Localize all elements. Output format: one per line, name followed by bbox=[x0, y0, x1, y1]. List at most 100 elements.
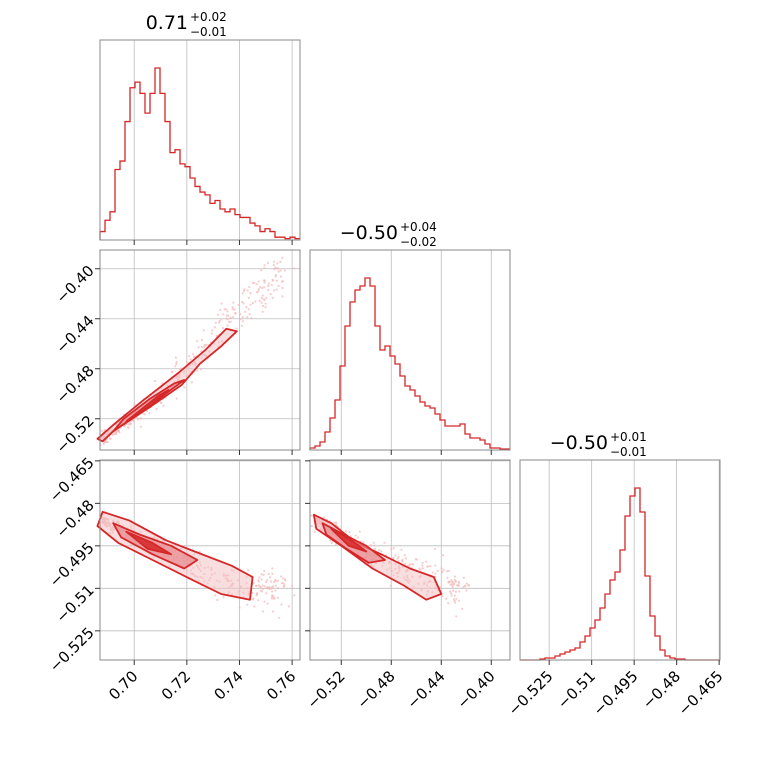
sample-point bbox=[233, 308, 236, 311]
sample-point bbox=[211, 329, 214, 332]
sample-point bbox=[465, 589, 468, 592]
sample-point bbox=[275, 288, 278, 291]
sample-point bbox=[248, 313, 251, 316]
sample-point bbox=[260, 301, 263, 304]
sample-point bbox=[354, 534, 357, 537]
sample-point bbox=[450, 594, 453, 597]
sample-point bbox=[401, 560, 404, 563]
sample-point bbox=[261, 610, 264, 613]
sample-point bbox=[100, 429, 104, 432]
sample-point bbox=[260, 269, 263, 272]
sample-point bbox=[403, 554, 406, 557]
sample-point bbox=[447, 569, 451, 573]
panel-2d-2-1: −0.52 −0.48 −0.44 −0.40 bbox=[303, 459, 511, 712]
sample-point bbox=[310, 525, 313, 528]
y-tick-label: −0.465 bbox=[46, 454, 98, 506]
sample-point bbox=[267, 284, 270, 288]
sample-point bbox=[267, 282, 270, 285]
sample-point bbox=[397, 555, 400, 558]
sample-point bbox=[231, 306, 234, 309]
sample-point bbox=[241, 292, 244, 295]
sample-point bbox=[266, 261, 270, 265]
sample-point bbox=[220, 302, 223, 305]
sample-point bbox=[136, 418, 140, 421]
sample-point bbox=[251, 302, 254, 305]
sample-point bbox=[441, 570, 444, 574]
density-contour bbox=[125, 530, 173, 556]
sample-point bbox=[427, 565, 430, 568]
y-tick-label: −0.495 bbox=[46, 539, 98, 591]
sample-point bbox=[227, 314, 230, 317]
sample-point bbox=[257, 580, 260, 583]
sample-point bbox=[159, 401, 162, 404]
sample-point bbox=[185, 361, 189, 364]
sample-point bbox=[263, 264, 266, 267]
sample-point bbox=[283, 269, 286, 272]
sample-point bbox=[257, 280, 260, 283]
sample-point bbox=[441, 554, 445, 557]
axes-frame bbox=[99, 39, 301, 241]
sample-point bbox=[155, 408, 158, 411]
sample-point bbox=[272, 596, 276, 600]
sample-point bbox=[273, 268, 276, 271]
sample-point bbox=[162, 404, 165, 407]
sample-point bbox=[452, 583, 455, 586]
sample-point bbox=[229, 316, 232, 319]
sample-point bbox=[264, 302, 267, 305]
sample-point bbox=[415, 558, 418, 561]
sample-point bbox=[261, 310, 264, 313]
sample-point bbox=[450, 580, 453, 583]
sample-point bbox=[174, 356, 177, 359]
sample-point bbox=[254, 300, 257, 303]
sample-point bbox=[126, 426, 130, 429]
sample-point bbox=[175, 362, 178, 366]
sample-point bbox=[252, 597, 255, 600]
sample-point bbox=[271, 296, 274, 299]
sample-point bbox=[247, 569, 250, 572]
sample-point bbox=[199, 368, 202, 371]
sample-point bbox=[454, 580, 457, 583]
sample-point bbox=[247, 296, 250, 300]
panel-2d-2-0: 0.70 0.72 0.74 0.76−0.465−0.48−0.495−0.51−0… bbox=[46, 454, 301, 704]
sample-point bbox=[258, 285, 262, 289]
panel-2d-1-0: −0.40 −0.44 −0.48 −0.52 bbox=[52, 249, 301, 457]
axes-frame bbox=[309, 459, 511, 661]
x-tick-label: −0.465 bbox=[675, 667, 727, 719]
sample-point bbox=[310, 514, 313, 517]
sample-point bbox=[455, 615, 458, 618]
sample-point bbox=[284, 579, 287, 582]
x-tick-label: −0.52 bbox=[303, 667, 348, 712]
sample-point bbox=[457, 584, 460, 587]
sample-point bbox=[190, 381, 193, 384]
sample-point bbox=[374, 547, 377, 550]
sample-point bbox=[372, 541, 375, 544]
sample-point bbox=[283, 585, 286, 588]
sample-point bbox=[203, 345, 206, 348]
sample-point bbox=[133, 403, 136, 406]
sample-point bbox=[221, 326, 225, 330]
sample-point bbox=[411, 563, 414, 566]
y-tick-label: −0.44 bbox=[52, 312, 97, 357]
sample-point bbox=[330, 541, 333, 545]
sample-point bbox=[214, 321, 217, 324]
sample-point bbox=[421, 564, 424, 567]
sample-point bbox=[287, 605, 290, 608]
sample-point bbox=[153, 379, 157, 383]
sample-point bbox=[292, 267, 296, 270]
sample-point bbox=[171, 370, 174, 374]
sample-point bbox=[210, 332, 213, 335]
sample-point bbox=[111, 433, 115, 437]
sample-point bbox=[202, 329, 205, 332]
sample-point bbox=[139, 417, 142, 420]
panel-title-minus: −0.01 bbox=[190, 25, 227, 39]
sample-point bbox=[434, 572, 437, 575]
y-tick-label: −0.48 bbox=[52, 362, 97, 407]
sample-point bbox=[263, 267, 266, 270]
sample-point bbox=[453, 599, 456, 602]
sample-point bbox=[239, 318, 242, 321]
sample-point bbox=[356, 536, 359, 539]
sample-point bbox=[447, 602, 450, 605]
sample-point bbox=[179, 367, 183, 370]
sample-point bbox=[429, 564, 432, 568]
sample-point bbox=[268, 576, 272, 579]
